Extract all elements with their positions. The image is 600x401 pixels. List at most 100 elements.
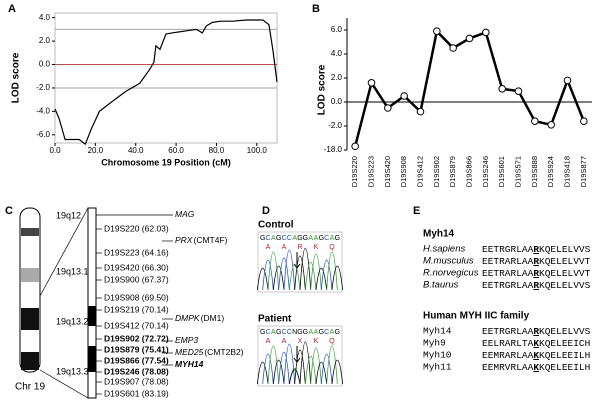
- y-tick-label: 4.0: [39, 13, 51, 22]
- sequence-part: EEMRARLAA: [482, 350, 534, 361]
- amino-acid: R: [297, 244, 302, 251]
- amino-acid: A: [266, 338, 271, 345]
- base-label: A: [271, 235, 276, 242]
- base-label: G: [303, 235, 308, 242]
- sequence: EETRGRLAARKQELELVVS: [482, 280, 591, 291]
- trace-peak: [326, 345, 338, 385]
- y-tick-label: -4.0: [36, 106, 50, 115]
- base-label: C: [324, 329, 329, 336]
- sequence-part: EETRGRLAA: [482, 280, 534, 291]
- trace-peak: [278, 351, 290, 385]
- trace-peak: [326, 251, 338, 291]
- data-point: [580, 117, 588, 125]
- x-tick-label: D19S571: [513, 156, 522, 187]
- y-tick-label: 4.0: [331, 49, 343, 58]
- gene-label: PRX(CMT4F): [175, 235, 228, 245]
- base-label: A: [314, 329, 319, 336]
- sequence-part: K: [533, 338, 539, 349]
- species-name: R.norvegicus: [423, 268, 479, 279]
- base-label: N: [292, 329, 297, 336]
- sequence-part: EETRGRLAA: [482, 326, 534, 337]
- amino-acid: A: [282, 244, 287, 251]
- x-tick-label: 40.0: [128, 146, 144, 155]
- chromatogram-title: Control: [258, 220, 294, 231]
- band: [21, 228, 39, 236]
- base-label: G: [319, 329, 324, 336]
- trace-peak: [315, 361, 328, 385]
- base-label: G: [335, 329, 340, 336]
- base-label: C: [287, 329, 292, 336]
- band-label: 19q13.2: [56, 316, 89, 326]
- sequence-part: EETRARLAA: [482, 268, 534, 279]
- marker-label: D19S866 (77.54): [104, 355, 169, 365]
- x-tick-label: 80.0: [209, 146, 225, 155]
- gene-name: MED25: [175, 347, 204, 357]
- sequence-part: EETRARLAA: [482, 256, 534, 267]
- species-name: Myh14: [423, 326, 452, 337]
- species-name: H.sapiens: [423, 244, 465, 255]
- species-name: Myh9: [423, 338, 446, 349]
- base-label: C: [281, 329, 286, 336]
- x-tick-label: 20.0: [88, 146, 104, 155]
- gene-label: EMP3: [175, 335, 198, 345]
- trace-peak: [320, 259, 333, 291]
- data-point: [449, 44, 457, 52]
- base-label: G: [297, 329, 302, 336]
- gene-note: (CMT2B2): [204, 347, 243, 357]
- gene-name: DMPK: [175, 313, 200, 323]
- data-point: [547, 121, 555, 129]
- trace-peak: [267, 251, 280, 291]
- band: [88, 346, 96, 372]
- base-label: G: [276, 235, 281, 242]
- marker-label: D19S900 (67.37): [104, 274, 169, 284]
- marker-label: D19S601 (83.19): [104, 388, 169, 398]
- x-tick-label: D19S601: [497, 156, 506, 187]
- band: [21, 268, 39, 282]
- base-label: C: [265, 329, 270, 336]
- alignment-title: Myh14: [423, 229, 455, 240]
- y-tick-label: -18.0: [324, 145, 343, 154]
- sequence: EEMRVRLAAKKQELEEILH: [482, 362, 590, 373]
- sequence-part: EEMRVRLAA: [482, 362, 534, 373]
- sequence-part: K: [533, 350, 539, 361]
- base-label: C: [265, 235, 270, 242]
- alignment-title: Human MYH IIC family: [423, 311, 530, 322]
- trace-peak: [288, 263, 301, 291]
- trace-peak: [320, 353, 333, 385]
- x-tick-label: D19S877: [579, 156, 588, 187]
- data-point: [384, 104, 392, 112]
- band: [21, 352, 39, 370]
- x-tick-label: 100.0: [247, 146, 268, 155]
- gene-name: PRX: [175, 235, 193, 245]
- data-point: [433, 27, 441, 36]
- trace-peak: [267, 345, 280, 385]
- base-label: A: [330, 329, 335, 336]
- amino-acid: X: [298, 338, 303, 345]
- x-tick-label: D19S418: [562, 156, 571, 187]
- y-axis-title: LOD score: [317, 64, 328, 115]
- marker-label: D19S219 (70.14): [104, 304, 169, 314]
- data-point: [416, 107, 425, 116]
- amino-acid: A: [266, 244, 271, 251]
- gene-label: DMPK(DM1): [175, 313, 224, 323]
- x-tick-label: D19S412: [415, 156, 424, 187]
- sequence-part: R: [533, 268, 539, 279]
- x-tick-label: D19S879: [448, 156, 457, 187]
- gene-name: MAG: [175, 209, 195, 219]
- y-tick-label: 6.0: [331, 25, 343, 34]
- sequence: EELRARLTAKKQELEEICH: [482, 338, 590, 349]
- x-tick-label: D19S246: [481, 156, 490, 187]
- x-tick-label: D19S908: [399, 156, 408, 187]
- y-tick-label: 2.0: [331, 73, 343, 82]
- trace-peak: [256, 361, 269, 385]
- base-label: A: [330, 235, 335, 242]
- y-tick-label: -2.0: [36, 83, 50, 92]
- trace-peak: [310, 347, 322, 385]
- amino-acid: K: [314, 338, 319, 345]
- trace-peak: [262, 259, 274, 291]
- base-label: G: [303, 329, 308, 336]
- data-line: [54, 19, 278, 146]
- marker-label: D19S902 (72.72): [104, 333, 169, 343]
- data-point: [482, 28, 490, 37]
